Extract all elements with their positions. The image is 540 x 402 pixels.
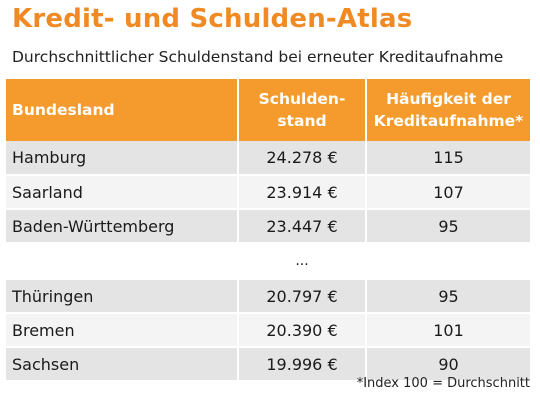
debt-table: Bundesland Schulden- stand Häufigkeit de… [6,79,530,382]
cell-haeufigkeit: 115 [366,141,530,176]
cell-land: Sachsen [6,347,239,382]
table-row: Hamburg 24.278 € 115 [6,141,530,176]
cell-land: Baden-Württemberg [6,209,239,244]
cell-land: Hamburg [6,141,239,176]
cell-haeufigkeit: 107 [366,175,530,210]
table-row: Saarland 23.914 € 107 [6,175,530,210]
cell-haeufigkeit: 95 [366,279,530,314]
footnote: *Index 100 = Durchschnitt [356,376,530,391]
cell-schulden: 20.797 € [238,279,367,314]
page-title: Kredit- und Schulden-Atlas [12,4,413,34]
table-header: Bundesland Schulden- stand Häufigkeit de… [6,79,530,141]
page-subtitle: Durchschnittlicher Schuldenstand bei ern… [12,48,504,66]
cell-schulden: 24.278 € [238,141,367,176]
cell-land: Thüringen [6,279,239,314]
cell-schulden: 20.390 € [238,313,367,348]
ellipsis-row: ... [6,243,530,280]
table-row: Sachsen 19.996 € 90 [6,347,530,382]
table-body: Hamburg 24.278 € 115 Saarland 23.914 € 1… [6,141,530,382]
cell-schulden: 23.914 € [238,175,367,210]
cell-land: Bremen [6,313,239,348]
header-bundesland: Bundesland [6,79,239,141]
table-row: Bremen 20.390 € 101 [6,313,530,348]
cell-land: Saarland [6,175,239,210]
header-schuldenstand: Schulden- stand [238,79,367,141]
ellipsis: ... [238,243,367,280]
table-row: Baden-Württemberg 23.447 € 95 [6,209,530,244]
cell-schulden: 23.447 € [238,209,367,244]
table-row: Thüringen 20.797 € 95 [6,279,530,314]
cell-schulden: 19.996 € [238,347,367,382]
header-haeufigkeit: Häufigkeit der Kreditaufnahme* [366,79,530,141]
cell-haeufigkeit: 95 [366,209,530,244]
cell-haeufigkeit: 90 [366,347,530,382]
cell-haeufigkeit: 101 [366,313,530,348]
